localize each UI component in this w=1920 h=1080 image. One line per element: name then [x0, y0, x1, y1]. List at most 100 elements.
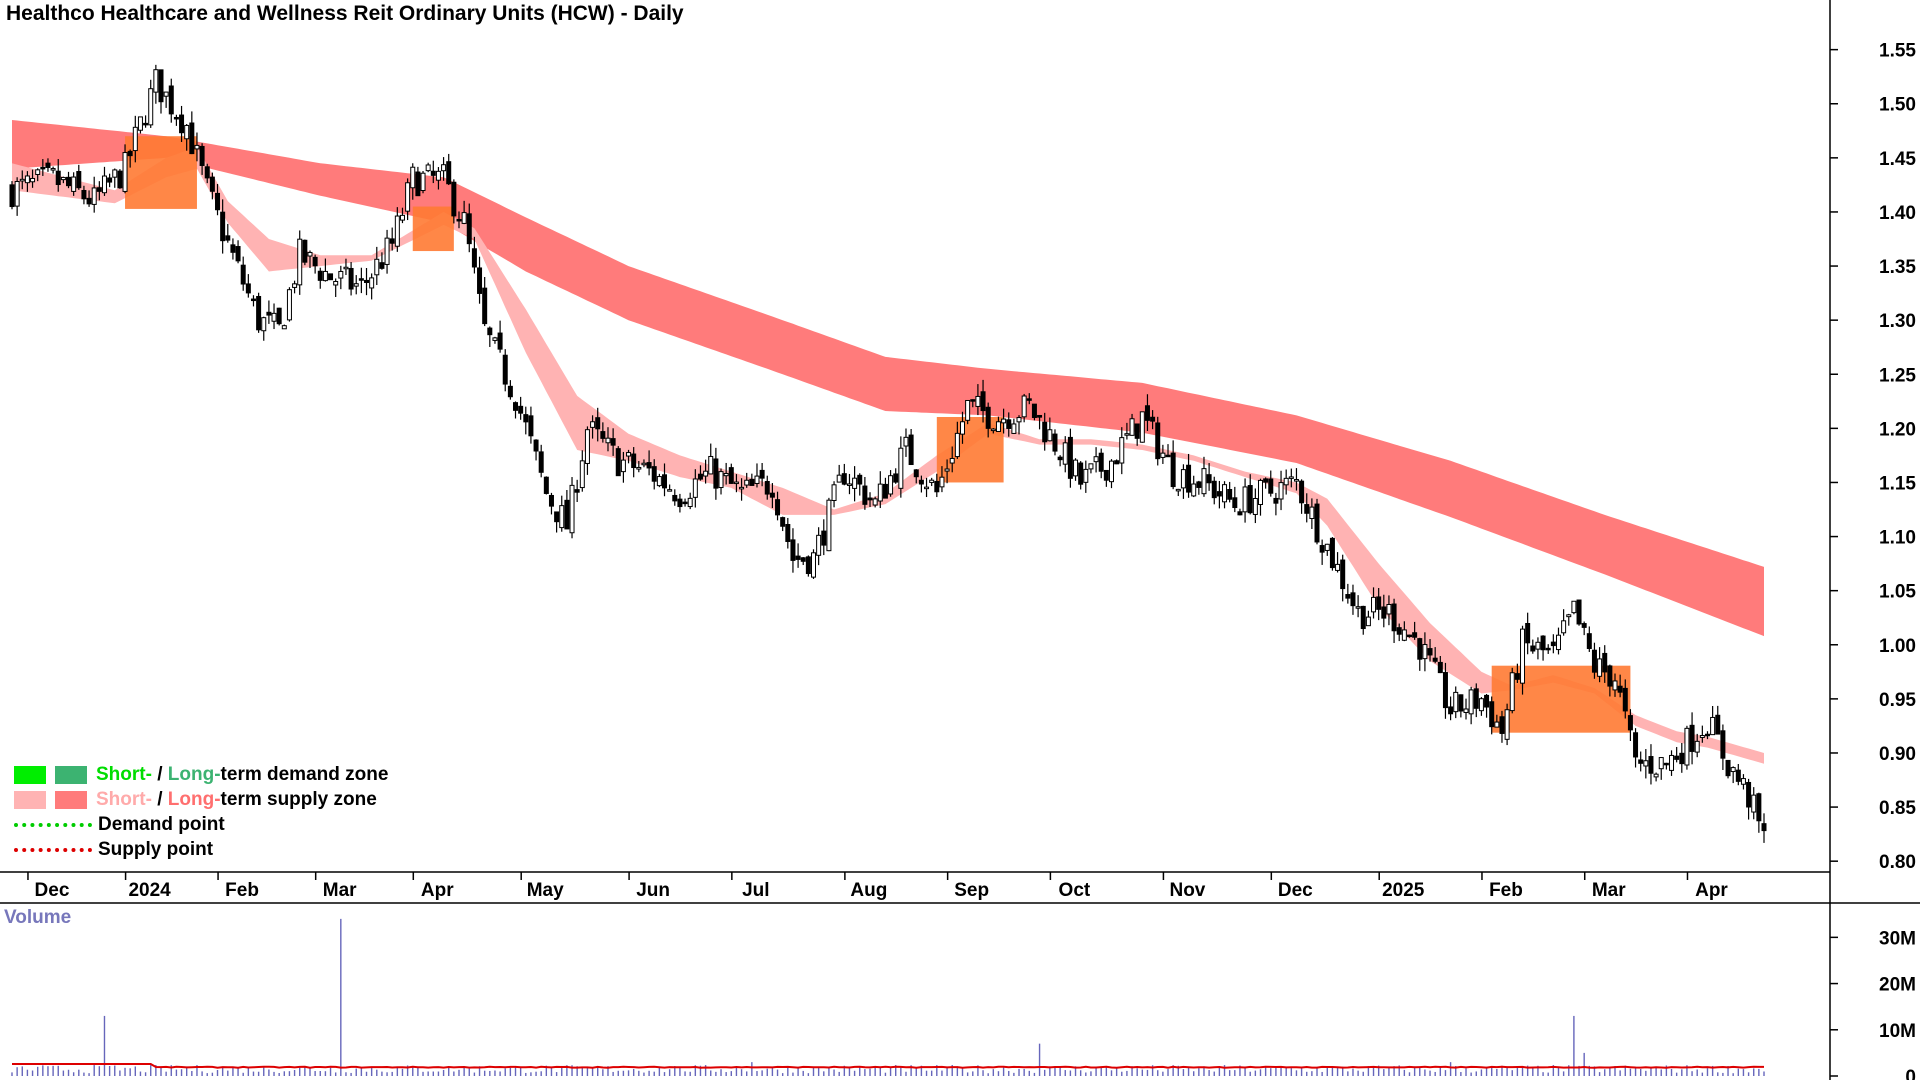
candle-body: [1458, 694, 1464, 712]
candle-body: [548, 494, 554, 507]
candle-body: [975, 395, 981, 407]
candle-body: [50, 168, 56, 171]
candle-body: [523, 414, 529, 423]
y-tick-label: 1.35: [1879, 257, 1916, 278]
candle-body: [1083, 468, 1089, 483]
candle-body: [769, 492, 775, 498]
candle-body: [1293, 479, 1299, 482]
candle-body: [1591, 649, 1597, 673]
candle-body: [215, 192, 221, 211]
legend-supply-short: Short-: [96, 788, 152, 810]
x-tick-label: 2024: [128, 880, 171, 901]
candle-body: [1304, 504, 1310, 514]
x-tick-label: Oct: [1059, 880, 1091, 901]
candle-body: [137, 116, 143, 131]
candle-body: [420, 172, 426, 192]
candle-body: [677, 498, 683, 508]
candle-body: [1520, 628, 1526, 684]
candle-body: [441, 164, 447, 172]
candle-body: [590, 421, 596, 428]
candle-body: [934, 480, 940, 493]
candle-body: [24, 175, 30, 184]
candle-body: [1155, 422, 1161, 460]
candle-body: [1222, 484, 1228, 503]
candle-body: [369, 277, 375, 289]
candle-body: [1170, 452, 1176, 488]
candle-body: [158, 69, 164, 103]
chart-legend: Short- / Long-term demand zone Short- / …: [14, 762, 388, 862]
candle-body: [1627, 715, 1633, 731]
candle-body: [821, 530, 827, 546]
candle-body: [1751, 794, 1757, 813]
candle-body: [487, 327, 493, 336]
candle-body: [893, 473, 899, 483]
candle-body: [209, 176, 215, 192]
candle-body: [1319, 545, 1325, 553]
candle-body: [189, 122, 195, 155]
candle-body: [1422, 644, 1428, 660]
candle-body: [194, 144, 200, 150]
candle-body: [497, 332, 503, 350]
candle-body: [1175, 488, 1181, 492]
candle-body: [1329, 537, 1335, 569]
candle-body: [754, 475, 760, 484]
candle-body: [1340, 559, 1346, 590]
legend-demand-long: Long-: [167, 763, 221, 785]
candle-body: [888, 475, 894, 495]
candle-body: [867, 497, 873, 501]
candle-body: [1566, 614, 1572, 618]
candle-body: [312, 256, 318, 267]
candle-body: [687, 497, 693, 508]
candle-body: [1432, 657, 1438, 662]
candle-body: [245, 283, 251, 294]
candle-body: [112, 169, 118, 178]
candle-body: [1740, 778, 1746, 785]
candle-body: [718, 471, 724, 489]
candle-body: [1725, 759, 1731, 777]
candle-body: [266, 311, 272, 316]
candle-body: [1314, 503, 1320, 543]
candle-body: [405, 182, 411, 212]
candle-body: [1206, 474, 1212, 484]
x-tick-label: Jun: [636, 880, 670, 901]
candle-body: [697, 473, 703, 480]
candle-body: [1216, 491, 1222, 497]
legend-demand-short: Short-: [96, 763, 152, 785]
candle-body: [492, 337, 498, 341]
candle-body: [970, 399, 976, 402]
demand-short-swatch: [14, 765, 46, 784]
candle-body: [800, 557, 806, 562]
candle-body: [554, 511, 560, 523]
candle-body: [1484, 694, 1490, 708]
candle-body: [1442, 672, 1448, 709]
candle-body: [605, 437, 611, 444]
chart-title: Healthco Healthcare and Wellness Reit Or…: [6, 2, 684, 25]
candle-body: [66, 176, 72, 187]
candle-body: [1412, 632, 1418, 638]
y-tick-label: 1.15: [1879, 473, 1916, 494]
candle-body: [446, 161, 452, 185]
candle-body: [918, 479, 924, 485]
y-tick-label: 1.05: [1879, 582, 1916, 603]
candle-body: [631, 453, 637, 469]
candle-body: [877, 483, 883, 502]
candle-body: [1103, 469, 1109, 481]
candle-body: [1062, 442, 1068, 465]
candle-body: [872, 498, 878, 506]
candle-body: [256, 295, 262, 331]
candle-body: [965, 399, 971, 421]
candle-body: [1463, 708, 1469, 713]
legend-supply-long: Long-: [167, 788, 221, 810]
legend-demand-zone: Short- / Long-term demand zone: [14, 762, 388, 787]
candle-body: [1514, 673, 1520, 680]
candle-body: [1473, 688, 1479, 709]
y-tick-label: 1.55: [1879, 41, 1916, 62]
candle-body: [122, 152, 128, 192]
candle-body: [40, 166, 46, 170]
candle-body: [959, 421, 965, 435]
y-tick-label: 0.80: [1879, 852, 1916, 873]
volume-moving-average: [12, 1063, 1764, 1069]
candle-body: [425, 164, 431, 172]
candle-body: [240, 264, 246, 285]
candle-body: [435, 170, 441, 181]
